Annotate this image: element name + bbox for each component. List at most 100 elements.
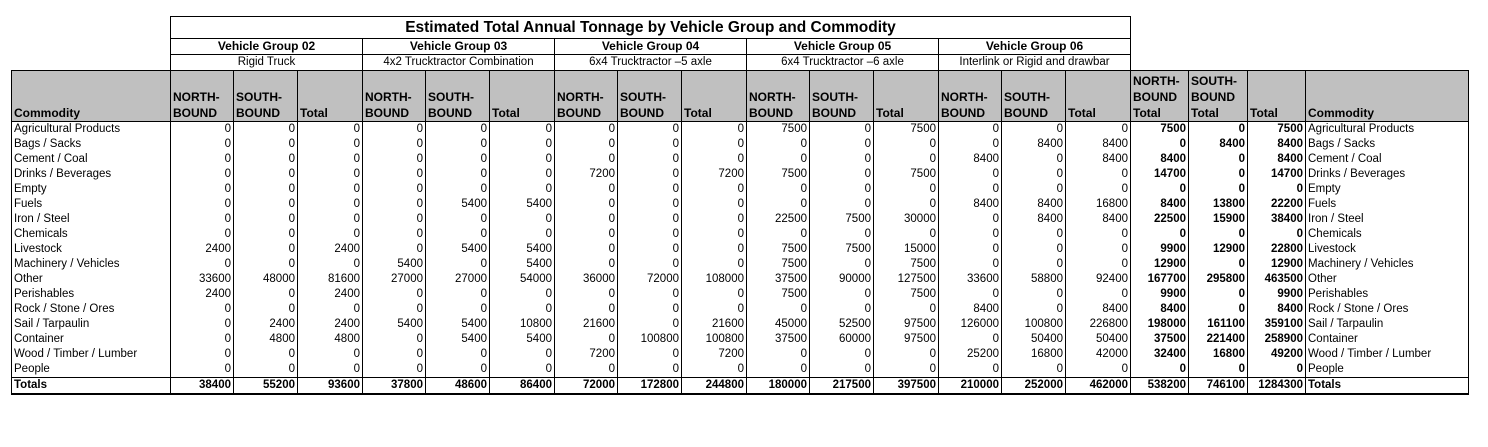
cell-value: 0 [489, 167, 555, 182]
header-north: NORTH-BOUND [362, 70, 426, 122]
cell-value: 0 [681, 257, 747, 272]
cell-value: 0 [1001, 257, 1066, 272]
cell-value: 0 [425, 257, 490, 272]
cell-value: 37800 [362, 377, 426, 395]
cell-value: 4800 [297, 332, 363, 347]
title-row: Estimated Total Annual Tonnage by Vehicl… [12, 16, 1469, 39]
cell-value: 244800 [681, 377, 747, 395]
cell-value: 7500 [809, 212, 874, 227]
header-south-total: SOUTH-BOUND Total [1188, 70, 1248, 122]
cell-value: 5400 [425, 317, 490, 332]
cell-value: 0 [297, 152, 363, 167]
cell-value: 0 [681, 362, 747, 378]
cell-value: 0 [681, 242, 747, 257]
cell-value: 0 [170, 182, 234, 197]
cell-value: 58800 [1001, 272, 1066, 287]
cell-value: 126000 [938, 317, 1002, 332]
cell-value: 0 [1130, 227, 1189, 242]
cell-value: 0 [617, 197, 682, 212]
cell-value: 2400 [297, 287, 363, 302]
cell-value: 0 [938, 167, 1002, 182]
cell-value: 8400 [1130, 302, 1189, 317]
commodity-label-right: Cement / Coal [1305, 152, 1469, 167]
group-05-name: Vehicle Group 05 [746, 38, 939, 55]
cell-value: 0 [746, 137, 810, 152]
cell-value: 8400 [1065, 212, 1131, 227]
commodity-label: Livestock [11, 242, 171, 257]
cell-value: 252000 [1001, 377, 1066, 395]
cell-value: 93600 [297, 377, 363, 395]
cell-value: 7500 [746, 287, 810, 302]
totals-row: Totals 38400 55200 93600 37800 48600 86400 7200… [11, 377, 1469, 395]
cell-value: 0 [362, 242, 426, 257]
cell-value: 0 [233, 182, 298, 197]
cell-value: 0 [873, 347, 939, 362]
cell-value: 8400 [938, 302, 1002, 317]
cell-value: 42000 [1065, 347, 1131, 362]
cell-value: 0 [681, 302, 747, 317]
commodity-label: Chemicals [11, 227, 171, 242]
table-row: Chemicals 0 0 0 0 0 0 0 0 0 0 0 0 0 0 0 0 0 0 Chemicals [11, 227, 1469, 242]
table-row: Rock / Stone / Ores 0 0 0 0 0 0 0 0 0 0 0 0 8400 0 8400… [11, 302, 1469, 317]
cell-value: 0 [1001, 242, 1066, 257]
cell-value: 0 [170, 212, 234, 227]
cell-value: 5400 [362, 317, 426, 332]
cell-value: 0 [170, 302, 234, 317]
cell-value: 359100 [1247, 317, 1306, 332]
cell-value: 0 [489, 212, 555, 227]
cell-value: 0 [362, 182, 426, 197]
cell-value: 0 [425, 302, 490, 317]
cell-value: 0 [554, 121, 618, 137]
cell-value: 397500 [873, 377, 939, 395]
commodity-label: Rock / Stone / Ores [11, 302, 171, 317]
cell-value: 0 [1247, 182, 1306, 197]
cell-value: 0 [1001, 302, 1066, 317]
cell-value: 48600 [425, 377, 490, 395]
cell-value: 0 [1188, 302, 1248, 317]
cell-value: 217500 [809, 377, 874, 395]
cell-value: 12900 [1130, 257, 1189, 272]
cell-value: 0 [809, 182, 874, 197]
cell-value: 0 [170, 121, 234, 137]
cell-value: 226800 [1065, 317, 1131, 332]
table-row: Livestock 2400 0 2400 0 5400 5400 0 0 0 7500 7500 15… [11, 242, 1469, 257]
cell-value: 50400 [1065, 332, 1131, 347]
cell-value: 7500 [746, 242, 810, 257]
cell-value: 0 [938, 242, 1002, 257]
group-05-desc: 6x4 Trucktractor –6 axle [746, 54, 939, 71]
group-04-desc: 6x4 Trucktractor –5 axle [554, 54, 747, 71]
table-row: Agricultural Products 0 0 0 0 0 0 0 0 0 7500 0 7500 0… [11, 121, 1469, 137]
group-06-desc: Interlink or Rigid and drawbar [938, 54, 1131, 71]
table-row: Empty 0 0 0 0 0 0 0 0 0 0 0 0 0 0 0 0 0 0 Empty [11, 182, 1469, 197]
cell-value: 7200 [681, 347, 747, 362]
cell-value: 108000 [681, 272, 747, 287]
cell-value: 7500 [746, 167, 810, 182]
cell-value: 22200 [1247, 197, 1306, 212]
cell-value: 16800 [1188, 347, 1248, 362]
cell-value: 0 [1065, 362, 1131, 378]
cell-value: 0 [425, 152, 490, 167]
cell-value: 12900 [1247, 257, 1306, 272]
cell-value: 0 [1001, 182, 1066, 197]
cell-value: 0 [746, 197, 810, 212]
cell-value: 0 [489, 152, 555, 167]
cell-value: 0 [1247, 362, 1306, 378]
cell-value: 258900 [1247, 332, 1306, 347]
commodity-label: Perishables [11, 287, 171, 302]
cell-value: 0 [1065, 287, 1131, 302]
cell-value: 60000 [809, 332, 874, 347]
group-06-name: Vehicle Group 06 [938, 38, 1131, 55]
cell-value: 0 [362, 197, 426, 212]
cell-value: 8400 [1130, 152, 1189, 167]
group-03-desc: 4x2 Trucktractor Combination [362, 54, 555, 71]
cell-value: 0 [809, 347, 874, 362]
cell-value: 0 [617, 287, 682, 302]
cell-value: 7500 [1130, 121, 1189, 137]
group-03-name: Vehicle Group 03 [362, 38, 555, 55]
cell-value: 0 [617, 182, 682, 197]
table-row: Wood / Timber / Lumber 0 0 0 0 0 0 7200 0 7200 0 0 0… [11, 347, 1469, 362]
commodity-label-right: People [1305, 362, 1469, 378]
cell-value: 0 [1001, 362, 1066, 378]
cell-value: 8400 [938, 152, 1002, 167]
cell-value: 14700 [1130, 167, 1189, 182]
